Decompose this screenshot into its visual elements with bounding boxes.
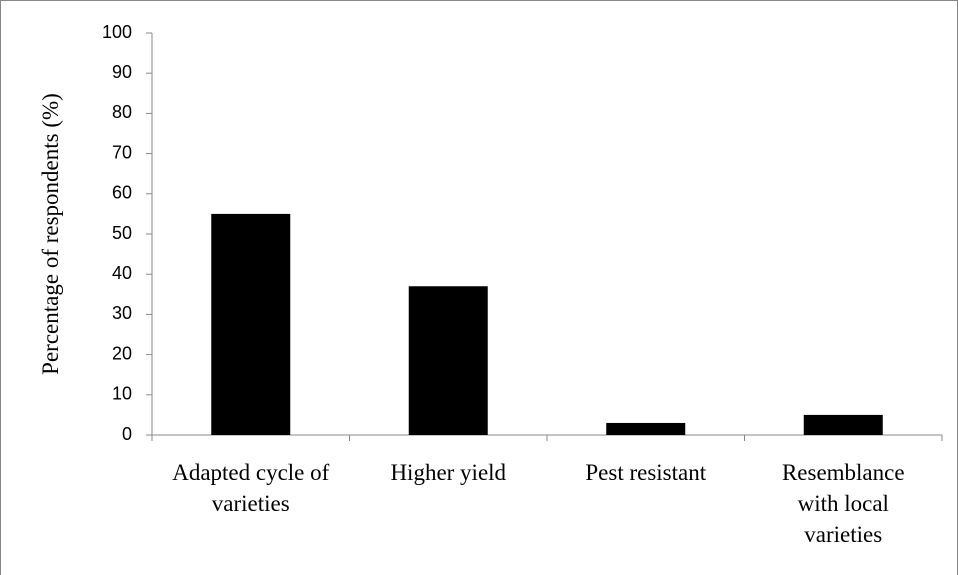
bar — [606, 422, 686, 435]
bar — [803, 414, 883, 435]
y-tick-label: 10 — [112, 384, 132, 404]
y-tick-label: 70 — [112, 142, 132, 162]
x-tick-label: Resemblance with local varieties — [781, 460, 905, 547]
x-tick-label: Pest resistant — [585, 460, 707, 485]
bar — [408, 286, 488, 435]
y-tick-label: 80 — [112, 102, 132, 122]
y-axis-label: Percentage of respondents (%) — [38, 93, 63, 375]
y-tick-label: 60 — [112, 183, 132, 203]
y-tick-label: 90 — [112, 62, 132, 82]
y-tick-label: 100 — [102, 22, 132, 42]
bar — [211, 213, 291, 435]
x-tick-label: Adapted cycle of varieties — [172, 460, 330, 516]
y-tick-label: 50 — [112, 223, 132, 243]
x-tick-label: Higher yield — [390, 460, 507, 485]
y-tick-label: 20 — [112, 343, 132, 363]
y-tick-label: 40 — [112, 263, 132, 283]
y-tick-label: 30 — [112, 303, 132, 323]
y-tick-label: 0 — [122, 424, 132, 444]
